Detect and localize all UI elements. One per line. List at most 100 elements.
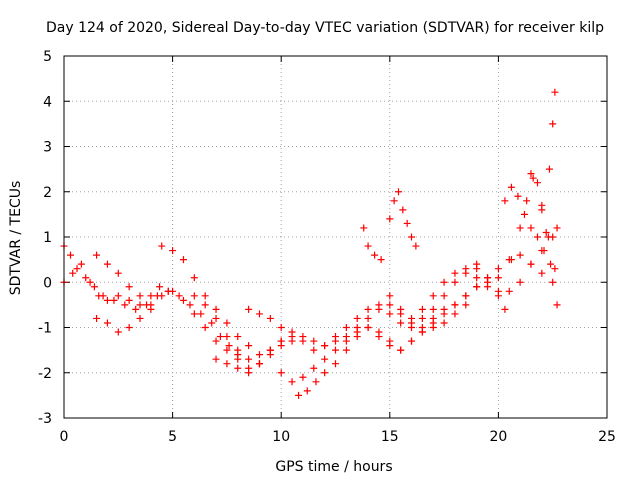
data-point-marker bbox=[179, 296, 187, 304]
data-point-marker bbox=[266, 314, 274, 322]
data-point-marker bbox=[386, 215, 394, 223]
data-point-marker bbox=[234, 346, 242, 354]
series-track-a bbox=[60, 242, 242, 359]
y-tick-label: -1 bbox=[38, 321, 52, 337]
data-point-marker bbox=[390, 197, 398, 205]
series-track-f bbox=[169, 287, 274, 372]
data-point-marker bbox=[403, 219, 411, 227]
data-point-marker bbox=[114, 269, 122, 277]
data-point-marker bbox=[225, 342, 233, 350]
data-point-marker bbox=[386, 292, 394, 300]
data-point-marker bbox=[527, 170, 535, 178]
data-point-marker bbox=[136, 301, 144, 309]
data-point-marker bbox=[501, 197, 509, 205]
data-point-marker bbox=[310, 337, 318, 345]
data-point-marker bbox=[190, 310, 198, 318]
data-point-marker bbox=[312, 378, 320, 386]
data-point-marker bbox=[169, 247, 177, 255]
data-point-marker bbox=[440, 305, 448, 313]
data-point-marker bbox=[201, 301, 209, 309]
y-tick-label: -3 bbox=[38, 411, 52, 427]
data-point-marker bbox=[103, 296, 111, 304]
data-point-marker bbox=[125, 296, 133, 304]
series-track-l bbox=[295, 274, 502, 399]
data-point-marker bbox=[399, 206, 407, 214]
data-point-marker bbox=[538, 269, 546, 277]
data-point-marker bbox=[553, 301, 561, 309]
series-track-g bbox=[190, 292, 263, 368]
data-point-marker bbox=[332, 346, 339, 354]
series-track-p bbox=[501, 183, 555, 268]
data-point-marker bbox=[353, 314, 361, 322]
data-point-marker bbox=[277, 324, 285, 331]
data-point-marker bbox=[295, 391, 303, 399]
data-point-marker bbox=[516, 251, 524, 259]
data-point-marker bbox=[451, 278, 459, 286]
data-point-marker bbox=[473, 274, 481, 282]
data-point-marker bbox=[125, 324, 133, 331]
data-point-marker bbox=[234, 333, 242, 341]
series-track-m bbox=[360, 188, 420, 264]
series-track-k bbox=[277, 251, 557, 386]
data-point-marker bbox=[375, 301, 383, 309]
data-point-marker bbox=[332, 360, 339, 368]
data-point-marker bbox=[494, 287, 502, 295]
data-point-marker bbox=[516, 224, 524, 232]
data-point-marker bbox=[299, 333, 307, 341]
data-point-marker bbox=[545, 165, 553, 173]
data-point-marker bbox=[360, 224, 368, 232]
data-point-marker bbox=[473, 260, 481, 268]
data-point-marker bbox=[158, 242, 166, 250]
series-track-h bbox=[212, 333, 296, 377]
x-tick-label: 0 bbox=[60, 429, 69, 445]
data-point-marker bbox=[299, 373, 307, 381]
data-point-marker bbox=[69, 269, 77, 277]
data-point-marker bbox=[542, 228, 550, 236]
data-point-marker bbox=[507, 183, 515, 191]
data-point-marker bbox=[179, 256, 187, 264]
data-point-marker bbox=[507, 256, 515, 264]
data-point-marker bbox=[234, 364, 242, 372]
data-point-marker bbox=[473, 283, 481, 291]
data-point-marker bbox=[342, 337, 350, 345]
data-point-marker bbox=[77, 260, 85, 268]
data-point-marker bbox=[551, 88, 559, 96]
data-point-marker bbox=[494, 274, 502, 282]
data-point-marker bbox=[103, 319, 111, 327]
y-tick-label: -2 bbox=[38, 366, 52, 382]
data-point-marker bbox=[156, 283, 164, 291]
data-point-marker bbox=[440, 292, 448, 300]
data-point-marker bbox=[527, 224, 535, 232]
data-point-marker bbox=[386, 337, 394, 345]
y-tick-label: 0 bbox=[43, 275, 52, 291]
data-point-marker bbox=[394, 188, 402, 196]
data-point-marker bbox=[201, 324, 209, 331]
data-point-marker bbox=[93, 314, 101, 322]
data-point-marker bbox=[95, 292, 103, 300]
data-point-marker bbox=[255, 360, 263, 368]
data-point-marker bbox=[549, 120, 557, 128]
data-point-marker bbox=[190, 274, 198, 282]
x-tick-label: 20 bbox=[489, 429, 507, 445]
data-point-marker bbox=[121, 301, 129, 309]
data-point-marker bbox=[408, 233, 416, 241]
data-point-marker bbox=[386, 310, 394, 318]
data-point-marker bbox=[501, 305, 509, 313]
data-point-marker bbox=[190, 292, 198, 300]
data-point-marker bbox=[321, 342, 329, 350]
data-point-marker bbox=[223, 346, 231, 354]
data-point-marker bbox=[551, 265, 559, 273]
data-point-marker bbox=[484, 274, 492, 282]
data-point-marker bbox=[212, 355, 220, 363]
data-point-marker bbox=[212, 305, 220, 313]
data-point-marker bbox=[67, 251, 75, 259]
x-axis-label: GPS time / hours bbox=[275, 459, 392, 475]
data-point-marker bbox=[462, 265, 470, 273]
data-point-marker bbox=[516, 278, 524, 286]
data-point-marker bbox=[216, 333, 224, 341]
data-point-marker bbox=[277, 369, 285, 377]
data-point-marker bbox=[377, 256, 385, 264]
series-track-e bbox=[158, 242, 285, 359]
y-tick-label: 3 bbox=[43, 140, 52, 156]
